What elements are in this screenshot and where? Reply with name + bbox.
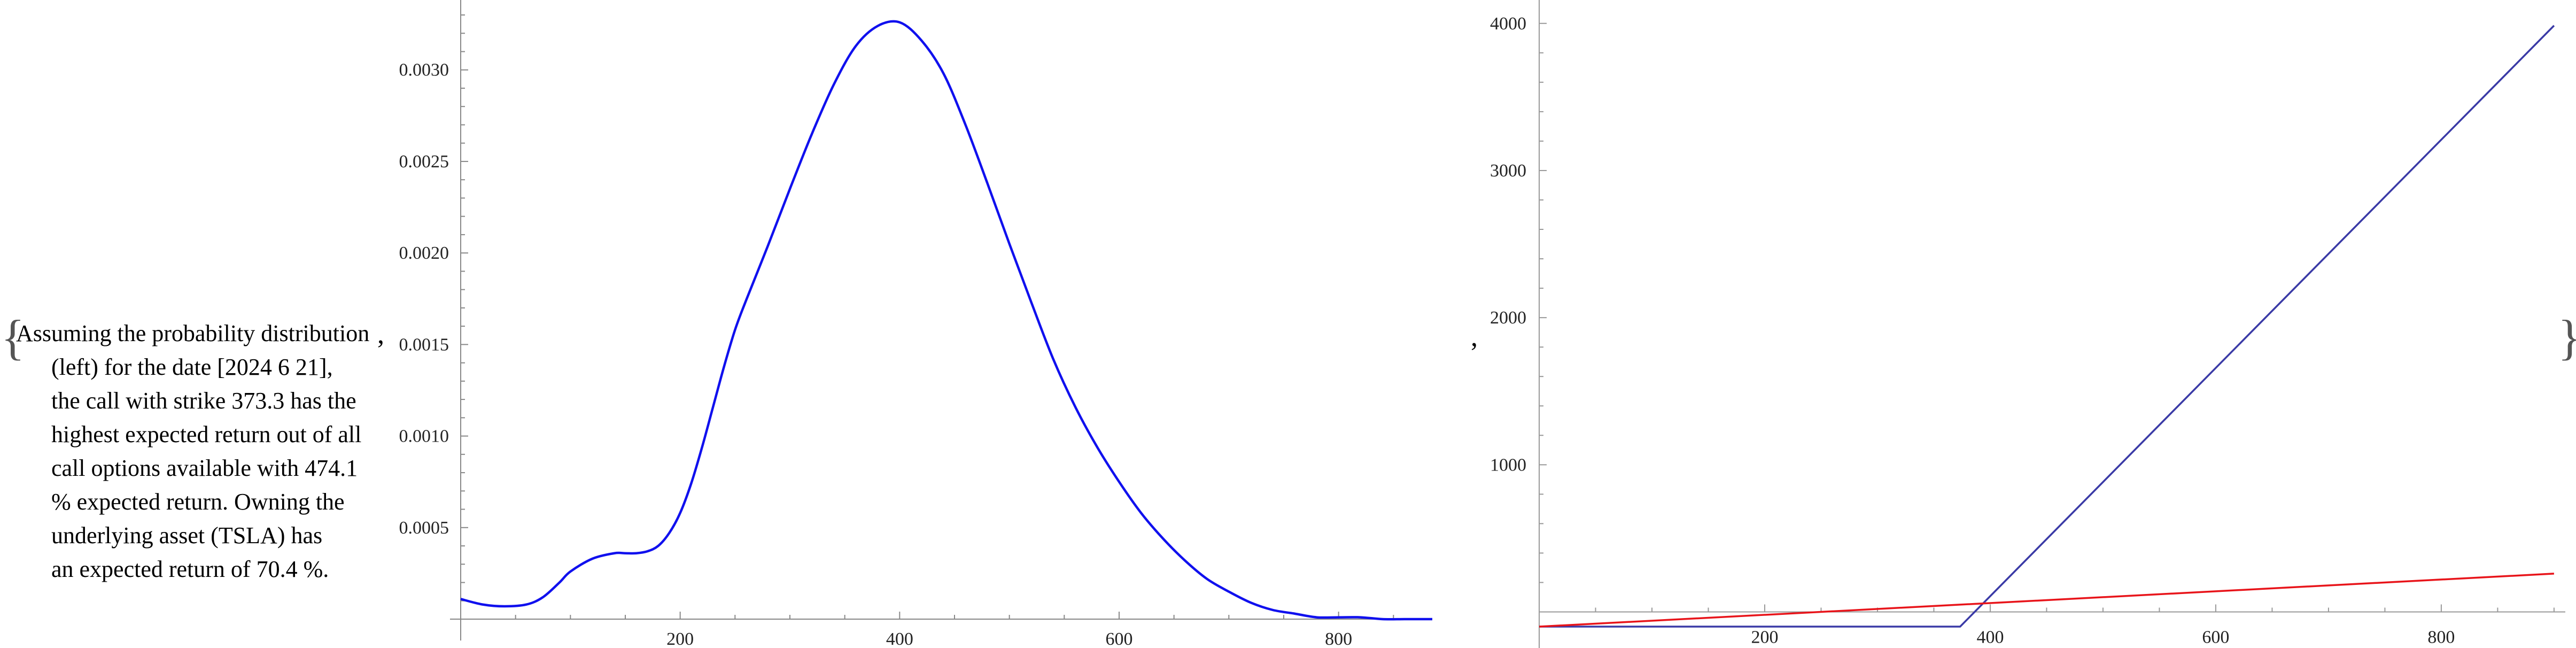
caption-line: Assuming the probability distribution (16, 320, 370, 346)
y-tick-label: 1000 (1490, 455, 1526, 475)
x-tick-label: 800 (1325, 629, 1352, 648)
y-tick-label: 0.0030 (399, 60, 449, 80)
y-tick-label: 4000 (1490, 14, 1526, 34)
y-tick-label: 0.0025 (399, 152, 449, 172)
x-tick-label: 600 (2202, 627, 2229, 647)
y-tick-label: 2000 (1490, 308, 1526, 328)
payoff-chart: 200 400 600 800 1000 2000 3000 4000 (1490, 0, 2565, 648)
right-series (1539, 25, 2555, 628)
left-series (460, 20, 1432, 621)
density-curve (460, 20, 1432, 621)
caption-line: the call with strike 373.3 has the (51, 388, 356, 414)
caption-line: underlying asset (TSLA) has (51, 522, 323, 549)
separator-comma: , (377, 319, 384, 350)
x-tick-label: 200 (666, 629, 694, 648)
y-tick-label: 0.0020 (399, 243, 449, 263)
caption-line: call options available with 474.1 (51, 455, 358, 481)
open-brace: { (1, 310, 25, 365)
x-tick-label: 400 (886, 629, 913, 648)
x-tick-label: 400 (1976, 627, 2004, 647)
x-tick-label: 600 (1106, 629, 1133, 648)
y-tick-label: 0.0015 (399, 335, 449, 354)
separator-comma-2: , (1471, 322, 1478, 352)
right-axes (1539, 0, 2565, 648)
y-tick-label: 0.0010 (399, 427, 449, 446)
caption-line: % expected return. Owning the (51, 489, 345, 515)
caption-line: highest expected return out of all (51, 421, 362, 448)
caption-line: (left) for the date [2024 6 21], (51, 354, 333, 380)
probability-distribution-chart: 200 400 600 800 0.0005 0.0010 0.0015 0.0020 0.00… (399, 0, 1432, 648)
y-tick-label: 3000 (1490, 161, 1526, 181)
right-ticks: 200 400 600 800 1000 2000 3000 4000 (1490, 14, 2555, 647)
call-payoff-line (1539, 25, 2555, 628)
underlying-payoff-line (1539, 573, 2554, 628)
x-tick-label: 200 (1751, 627, 1778, 647)
caption-text: Assuming the probability distribution (le… (16, 317, 385, 586)
y-tick-label: 0.0005 (399, 518, 449, 538)
left-ticks: 200 400 600 800 0.0005 0.0010 0.0015 0.0020 0.00… (399, 14, 1394, 648)
caption-line: an expected return of 70.4 %. (51, 556, 329, 582)
close-brace: } (2558, 313, 2576, 362)
left-axes (450, 0, 1432, 641)
x-tick-label: 800 (2427, 627, 2455, 647)
